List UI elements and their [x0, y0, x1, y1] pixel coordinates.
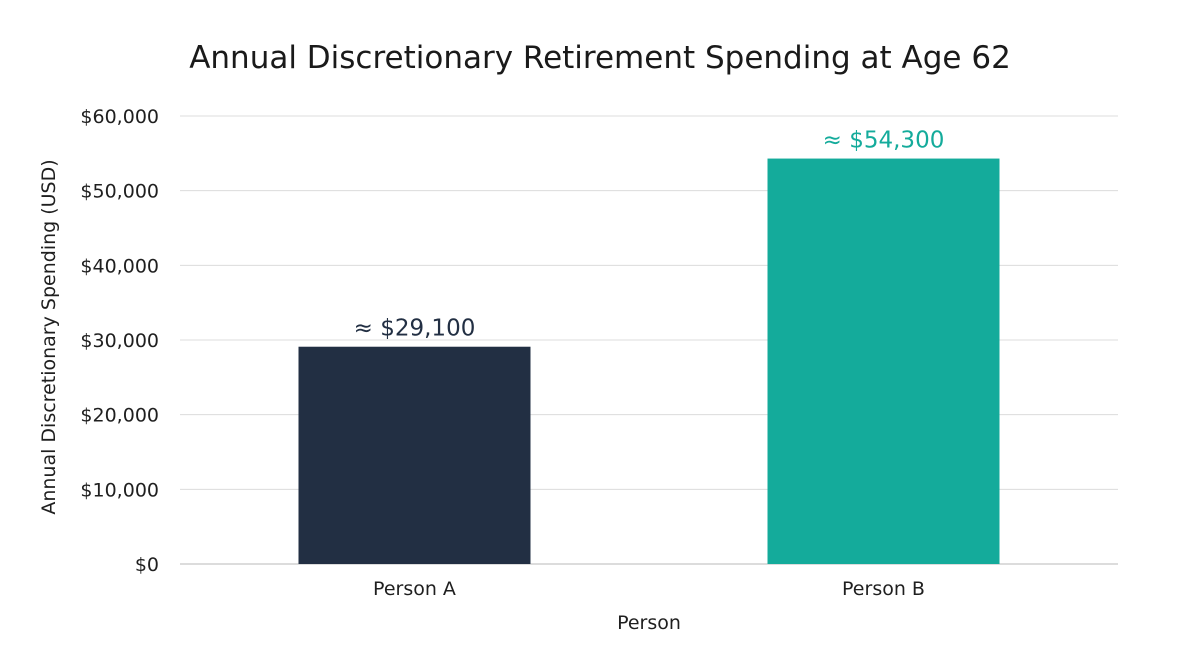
bar-value-label: ≈ $54,300 [823, 128, 945, 154]
y-tick-label: $20,000 [80, 405, 159, 427]
y-tick-label: $60,000 [80, 106, 159, 128]
y-axis-ticks: $0 $10,000 $20,000 $30,000 $40,000 $50,000 $60… [80, 106, 159, 576]
y-tick-label: $0 [135, 554, 159, 576]
bar-person-b [767, 158, 1000, 564]
x-axis-ticks: Person A Person B [373, 578, 925, 600]
y-tick-label: $40,000 [80, 255, 159, 277]
x-axis-label: Person [617, 612, 681, 634]
x-tick-label: Person A [373, 578, 456, 600]
x-tick-label: Person B [842, 578, 925, 600]
chart-title: Annual Discretionary Retirement Spending… [189, 40, 1011, 76]
y-tick-label: $30,000 [80, 330, 159, 352]
y-tick-label: $10,000 [80, 479, 159, 501]
y-tick-label: $50,000 [80, 181, 159, 203]
bars [298, 158, 1000, 564]
bar-value-label: ≈ $29,100 [354, 316, 476, 342]
data-labels: ≈ $29,100 ≈ $54,300 [354, 128, 945, 342]
y-axis-label: Annual Discretionary Spending (USD) [38, 159, 60, 514]
bar-person-a [298, 346, 531, 564]
